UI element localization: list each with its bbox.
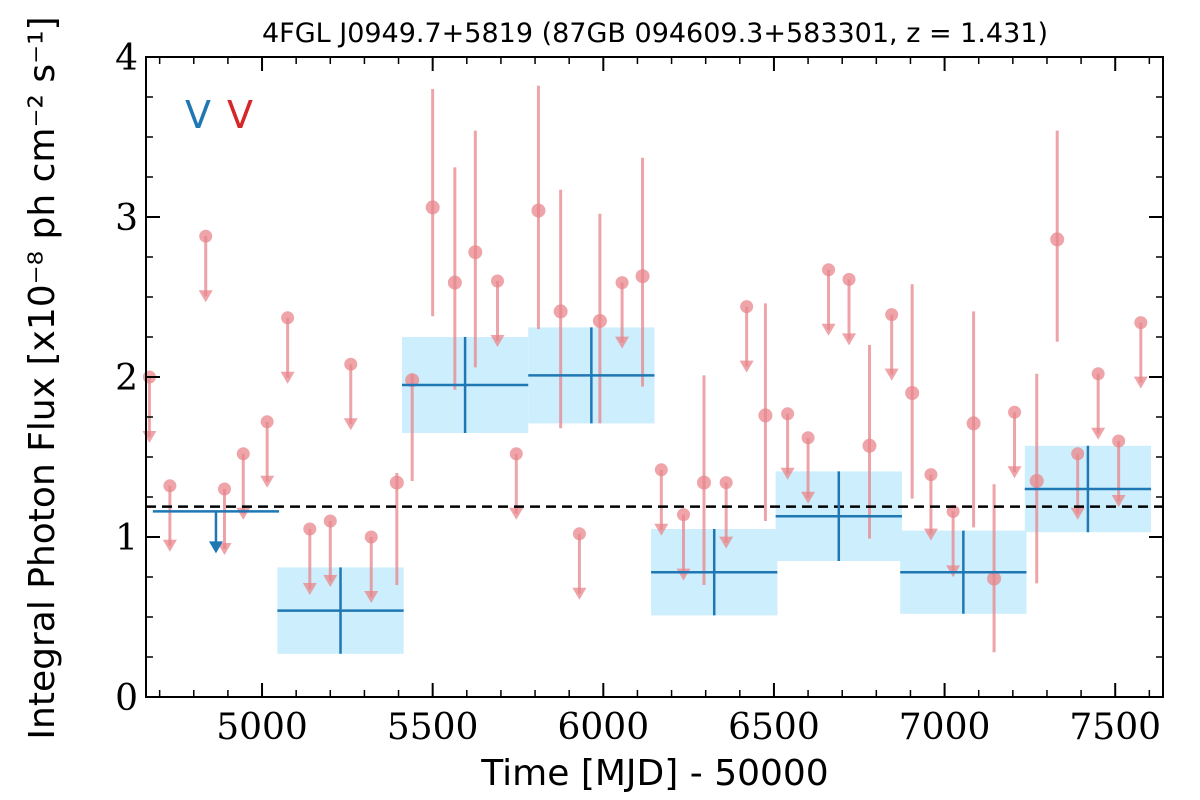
upper-limit-arrowhead: [923, 528, 938, 541]
upper-limit-arrowhead: [198, 290, 213, 303]
upper-limit-arrowhead: [509, 507, 524, 520]
upper-limit-point: [491, 274, 505, 288]
fine-point: [758, 408, 773, 423]
upper-limit-point: [217, 482, 231, 496]
y-tick-label: 4: [115, 38, 138, 79]
upper-limit-point: [946, 504, 960, 518]
upper-limit-point: [822, 263, 836, 277]
y-tick-label: 1: [115, 518, 138, 559]
legend-entry: V: [185, 93, 211, 137]
x-tick-label: 7500: [1069, 707, 1161, 748]
fine-point: [553, 304, 568, 319]
upper-limit-point: [260, 415, 274, 429]
upper-limit-point: [1071, 447, 1085, 461]
fine-point: [1050, 232, 1065, 247]
upper-limit-arrowhead: [821, 323, 836, 336]
upper-limit-arrowhead: [1070, 507, 1085, 520]
x-tick-label: 5500: [387, 707, 479, 748]
axes-frame: 5000 5500 6000 6500 7000 7500 0 1 2 3 4: [115, 38, 1164, 748]
y-tick-label: 2: [115, 358, 138, 399]
fine-point: [389, 475, 404, 490]
upper-limit-point: [677, 508, 691, 522]
binned-markers: [152, 327, 1152, 654]
upper-limit-point: [236, 447, 250, 461]
upper-limit-point: [615, 276, 629, 290]
upper-limit-point: [740, 300, 754, 314]
upper-limit-point: [842, 272, 856, 286]
upper-limit-arrowhead: [162, 539, 177, 552]
upper-limit-arrowhead: [572, 587, 587, 600]
upper-limit-point: [924, 468, 938, 482]
upper-limit-arrowhead: [780, 467, 795, 480]
fine-point: [635, 269, 650, 284]
upper-limit-point: [885, 308, 899, 322]
upper-limit-point: [323, 514, 337, 528]
upper-limit-arrowhead: [1111, 495, 1126, 507]
upper-limit-arrowhead: [739, 360, 754, 373]
x-tick-label: 5000: [216, 707, 308, 748]
fine-point: [531, 203, 546, 218]
upper-limit-point: [509, 447, 523, 461]
upper-limit-arrowhead: [280, 371, 295, 384]
upper-limit-arrowhead: [719, 536, 734, 549]
upper-limit-point: [303, 522, 317, 536]
fine-point: [447, 275, 462, 290]
upper-limit-point: [654, 463, 668, 477]
upper-limit-arrowhead: [884, 368, 899, 381]
upper-limit-arrowhead: [654, 523, 669, 536]
upper-limit-point: [572, 527, 586, 541]
upper-limit-arrowhead: [842, 333, 857, 346]
fine-point: [425, 200, 440, 215]
legend-entry: V: [227, 93, 253, 137]
upper-limit-point: [801, 431, 815, 445]
upper-limit-point: [1134, 316, 1148, 330]
upper-limit-arrowhead: [1091, 427, 1106, 440]
fine-point: [1029, 474, 1044, 488]
fine-point: [592, 314, 607, 328]
upper-limit-point: [1008, 405, 1022, 419]
binned-upper-limit-arrowhead: [208, 541, 223, 554]
fine-point: [966, 416, 981, 431]
upper-limit-arrowhead: [615, 336, 630, 349]
fine-point: [987, 571, 1002, 586]
fine-point: [862, 438, 877, 453]
upper-limit-arrowhead: [343, 418, 358, 431]
upper-limit-point: [163, 479, 177, 493]
upper-limit-arrowhead: [217, 543, 232, 555]
upper-limit-arrowhead: [364, 591, 379, 603]
fine-point: [905, 386, 920, 400]
upper-limit-point: [364, 530, 378, 544]
fine-bin-markers: [142, 85, 1148, 653]
upper-limit-arrowhead: [1133, 376, 1148, 389]
fine-point: [696, 475, 711, 490]
y-axis-label: Integral Photon Flux [x10⁻⁸ ph cm⁻² s⁻¹]: [22, 16, 63, 739]
upper-limit-arrowhead: [1007, 466, 1022, 479]
upper-limit-arrowhead: [142, 431, 157, 443]
x-axis-label: Time [MJD] - 50000: [480, 753, 828, 794]
upper-limit-point: [1091, 367, 1105, 381]
upper-limit-point: [719, 476, 733, 490]
upper-limit-arrowhead: [801, 491, 816, 504]
upper-limit-arrowhead: [260, 475, 275, 488]
x-tick-label: 6500: [728, 707, 820, 748]
upper-limit-arrowhead: [302, 583, 317, 595]
y-tick-label: 0: [115, 678, 138, 719]
upper-limit-point: [199, 229, 213, 243]
upper-limit-point: [1112, 434, 1126, 448]
upper-limit-arrowhead: [323, 575, 338, 587]
x-tick-label: 7000: [899, 707, 991, 748]
x-tick-label: 6000: [557, 707, 649, 748]
upper-limit-arrowhead: [490, 335, 505, 347]
upper-limit-point: [281, 311, 295, 325]
fine-point: [405, 373, 420, 388]
upper-limit-point: [344, 357, 358, 371]
fine-point: [468, 245, 483, 260]
y-tick-label: 3: [115, 198, 138, 239]
upper-limit-point: [781, 407, 795, 421]
chart-title: 4FGL J0949.7+5819 (87GB 094609.3+583301,…: [262, 18, 1048, 49]
upper-limit-arrowhead: [236, 507, 251, 520]
